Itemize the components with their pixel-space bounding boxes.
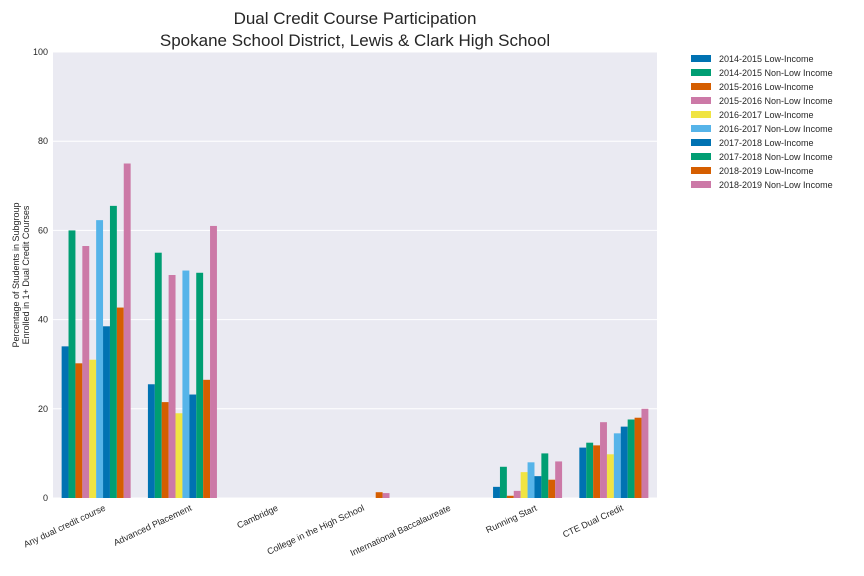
bar <box>61 346 69 498</box>
legend-swatch <box>691 83 711 90</box>
bar <box>620 426 628 498</box>
y-tick-label: 60 <box>38 225 48 235</box>
legend-swatch <box>691 111 711 118</box>
y-tick-label: 80 <box>38 136 48 146</box>
legend-label: 2016-2017 Low-Income <box>719 110 814 120</box>
legend-swatch <box>691 69 711 76</box>
bar <box>189 394 197 498</box>
bar <box>548 479 556 498</box>
bar <box>382 493 390 498</box>
bar <box>506 495 514 498</box>
bar <box>109 205 117 498</box>
bar <box>210 225 217 498</box>
legend-label: 2016-2017 Non-Low Income <box>719 124 833 134</box>
bar <box>641 408 649 498</box>
x-tick-label: CTE Dual Credit <box>561 503 625 540</box>
legend-swatch <box>691 167 711 174</box>
legend-swatch <box>691 139 711 146</box>
bar <box>493 486 500 498</box>
bar <box>375 492 383 498</box>
x-tick-label: Advanced Placement <box>112 503 194 548</box>
y-tick-label: 100 <box>33 47 48 57</box>
bar <box>541 453 549 498</box>
y-tick-label: 20 <box>38 404 48 414</box>
bar <box>606 454 614 498</box>
bar <box>520 472 528 498</box>
legend-label: 2018-2019 Non-Low Income <box>719 180 833 190</box>
x-tick-label: Running Start <box>484 503 539 536</box>
bar <box>154 252 162 498</box>
bar <box>634 417 642 498</box>
bar <box>196 272 204 498</box>
bar <box>534 476 542 498</box>
bar <box>96 220 104 498</box>
chart-title-line-2: Spokane School District, Lewis & Clark H… <box>160 31 550 50</box>
bar <box>68 230 76 498</box>
bar <box>203 379 211 498</box>
bar <box>527 462 535 498</box>
y-tick-label: 40 <box>38 315 48 325</box>
legend-label: 2017-2018 Non-Low Income <box>719 152 833 162</box>
bar <box>161 402 169 498</box>
legend-label: 2014-2015 Low-Income <box>719 54 814 64</box>
bar <box>75 363 83 498</box>
legend-label: 2015-2016 Low-Income <box>719 82 814 92</box>
bar <box>182 270 190 498</box>
legend-label: 2014-2015 Non-Low Income <box>719 68 833 78</box>
bar <box>513 490 521 498</box>
bar <box>627 419 635 498</box>
legend-swatch <box>691 55 711 62</box>
bar <box>116 307 124 498</box>
bar <box>123 163 131 498</box>
bar <box>168 275 176 498</box>
bar <box>593 445 601 498</box>
legend: 2014-2015 Low-Income 2014-2015 Non-Low In… <box>691 54 833 190</box>
bar <box>175 413 183 498</box>
legend-swatch <box>691 181 711 188</box>
bar <box>613 433 621 498</box>
legend-label: 2015-2016 Non-Low Income <box>719 96 833 106</box>
bar <box>579 447 587 498</box>
chart-title-line-1: Dual Credit Course Participation <box>234 9 477 28</box>
bar <box>555 461 563 498</box>
plot-background <box>53 52 657 498</box>
y-axis-label-line-1: Percentage of Students in Subgroup <box>11 202 21 347</box>
legend-swatch <box>691 125 711 132</box>
x-tick-label: Any dual credit course <box>22 503 107 550</box>
bar <box>499 466 507 498</box>
bar <box>147 384 155 498</box>
bar <box>82 246 90 498</box>
x-tick-label: Cambridge <box>235 503 279 531</box>
y-axis-label: Percentage of Students in Subgroup Enrol… <box>11 202 31 347</box>
legend-label: 2017-2018 Low-Income <box>719 138 814 148</box>
legend-swatch <box>691 97 711 104</box>
legend-swatch <box>691 153 711 160</box>
plot-area: 0 20 40 60 80 100 Any dual credit course Advanc… <box>22 47 657 558</box>
legend-label: 2018-2019 Low-Income <box>719 166 814 176</box>
bar <box>586 442 594 498</box>
y-tick-label: 0 <box>43 493 48 503</box>
y-axis-label-line-2: Enrolled in 1+ Dual Credit Courses <box>21 205 31 344</box>
bar <box>600 422 607 498</box>
bar <box>89 359 97 498</box>
bar <box>103 326 110 498</box>
